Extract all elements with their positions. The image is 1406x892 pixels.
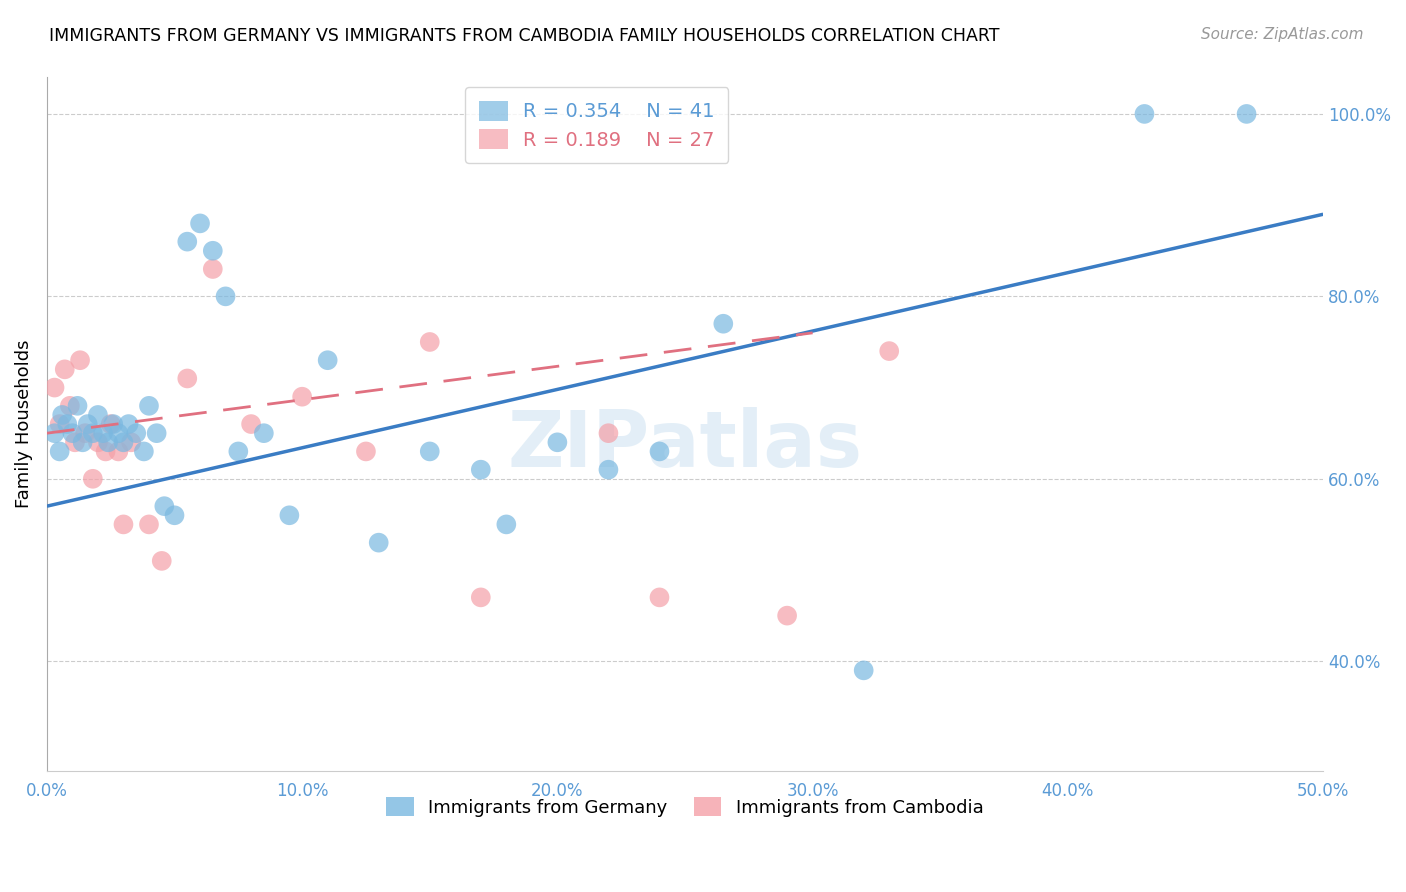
Point	[53, 362, 76, 376]
Point	[87, 435, 110, 450]
Point	[100, 417, 122, 431]
Point	[120, 435, 142, 450]
Point	[107, 444, 129, 458]
Point	[76, 417, 98, 431]
Point	[153, 499, 176, 513]
Point	[278, 508, 301, 523]
Point	[132, 444, 155, 458]
Text: Source: ZipAtlas.com: Source: ZipAtlas.com	[1201, 27, 1364, 42]
Point	[107, 426, 129, 441]
Point	[87, 408, 110, 422]
Point	[94, 444, 117, 458]
Point	[852, 664, 875, 678]
Point	[648, 444, 671, 458]
Point	[240, 417, 263, 431]
Point	[201, 244, 224, 258]
Point	[103, 417, 125, 431]
Point	[72, 435, 94, 450]
Point	[163, 508, 186, 523]
Point	[56, 417, 79, 431]
Point	[598, 426, 620, 441]
Point	[91, 426, 114, 441]
Point	[214, 289, 236, 303]
Point	[97, 435, 120, 450]
Point	[112, 517, 135, 532]
Point	[228, 444, 250, 458]
Point	[66, 399, 89, 413]
Point	[48, 417, 70, 431]
Point	[546, 435, 568, 450]
Point	[176, 235, 198, 249]
Point	[117, 417, 139, 431]
Point	[648, 591, 671, 605]
Point	[75, 426, 97, 441]
Point	[44, 426, 66, 441]
Point	[150, 554, 173, 568]
Point	[82, 472, 104, 486]
Point	[470, 463, 492, 477]
Point	[877, 344, 900, 359]
Point	[201, 262, 224, 277]
Point	[253, 426, 276, 441]
Point	[82, 426, 104, 441]
Text: ZIPatlas: ZIPatlas	[508, 407, 862, 483]
Legend: Immigrants from Germany, Immigrants from Cambodia: Immigrants from Germany, Immigrants from…	[380, 790, 991, 824]
Point	[44, 381, 66, 395]
Point	[63, 435, 86, 450]
Point	[51, 408, 73, 422]
Point	[138, 517, 160, 532]
Point	[419, 334, 441, 349]
Point	[112, 435, 135, 450]
Point	[367, 535, 389, 549]
Point	[419, 444, 441, 458]
Point	[598, 463, 620, 477]
Point	[125, 426, 148, 441]
Point	[48, 444, 70, 458]
Point	[316, 353, 339, 368]
Point	[711, 317, 734, 331]
Point	[188, 216, 211, 230]
Point	[291, 390, 314, 404]
Point	[62, 426, 84, 441]
Y-axis label: Family Households: Family Households	[15, 340, 32, 508]
Point	[1236, 107, 1258, 121]
Point	[59, 399, 82, 413]
Point	[1133, 107, 1156, 121]
Point	[138, 399, 160, 413]
Point	[145, 426, 167, 441]
Point	[776, 608, 799, 623]
Point	[495, 517, 517, 532]
Point	[176, 371, 198, 385]
Point	[69, 353, 91, 368]
Point	[470, 591, 492, 605]
Text: IMMIGRANTS FROM GERMANY VS IMMIGRANTS FROM CAMBODIA FAMILY HOUSEHOLDS CORRELATIO: IMMIGRANTS FROM GERMANY VS IMMIGRANTS FR…	[49, 27, 1000, 45]
Point	[354, 444, 377, 458]
